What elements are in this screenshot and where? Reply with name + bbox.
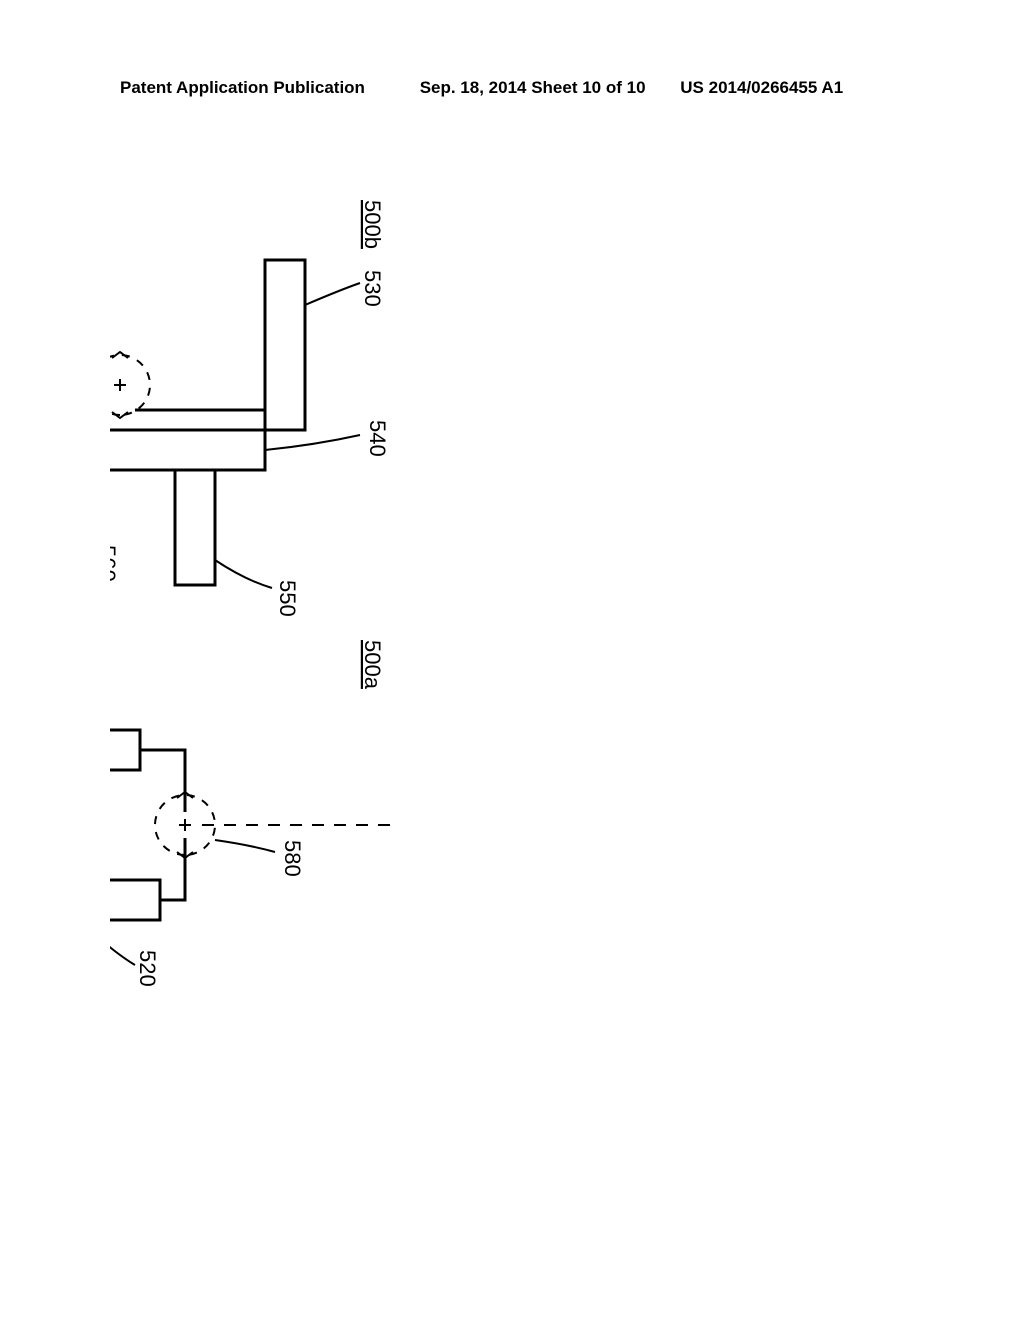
svg-text:540: 540: [365, 420, 390, 457]
patent-figure-svg: 500a510520580FIG. 5A500b5305405505605705…: [110, 190, 810, 1090]
svg-text:560: 560: [110, 545, 120, 582]
svg-text:520: 520: [135, 950, 160, 987]
svg-text:500b: 500b: [360, 200, 385, 249]
figure-stage: 500a510520580FIG. 5A500b5305405505605705…: [110, 190, 810, 1090]
page-header: Patent Application Publication Sep. 18, …: [0, 78, 1024, 98]
svg-text:550: 550: [275, 580, 300, 617]
svg-text:530: 530: [360, 270, 385, 307]
svg-text:500a: 500a: [360, 640, 385, 690]
header-left: Patent Application Publication: [120, 78, 365, 98]
header-right: US 2014/0266455 A1: [680, 78, 843, 98]
svg-text:580: 580: [280, 840, 305, 877]
header-mid: Sep. 18, 2014 Sheet 10 of 10: [420, 78, 646, 98]
